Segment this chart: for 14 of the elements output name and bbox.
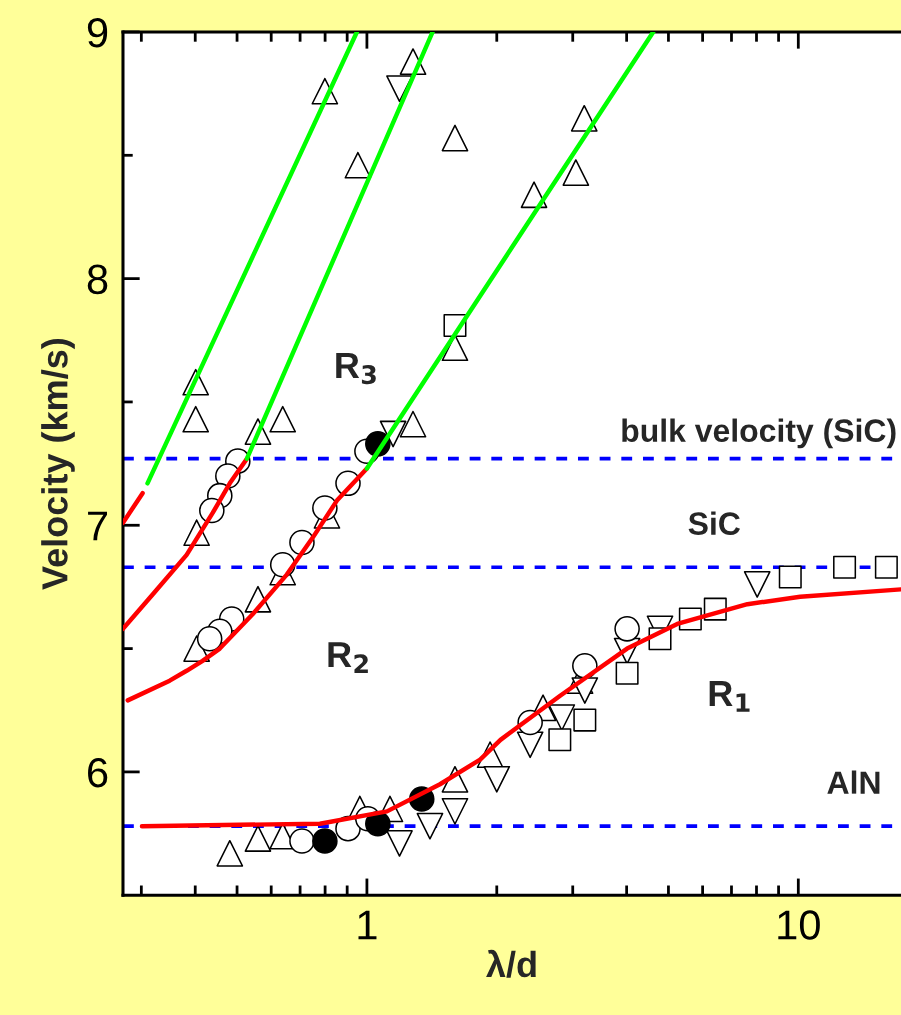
y-tick-label: 7 [88, 511, 108, 541]
annotation: R$_{2}$ [328, 642, 368, 674]
ref-line-label: bulk velocity (SiC) [622, 418, 896, 449]
annotation: R$_{3}$ [336, 353, 376, 385]
y-tick-label: 9 [87, 17, 108, 48]
y-axis-title: Velocity (km/s) [41, 338, 75, 590]
y-tick-label: 6 [88, 757, 108, 788]
x-tick-label: 10 [778, 910, 820, 940]
ref-line-label: AlN [827, 770, 880, 794]
ref-line-label: SiC [688, 511, 741, 535]
y-tick-label: 8 [87, 264, 108, 295]
x-tick-label: 1 [358, 910, 377, 940]
annotation: R$_{1}$ [709, 681, 750, 712]
x-axis-title: λ/d [486, 949, 536, 978]
